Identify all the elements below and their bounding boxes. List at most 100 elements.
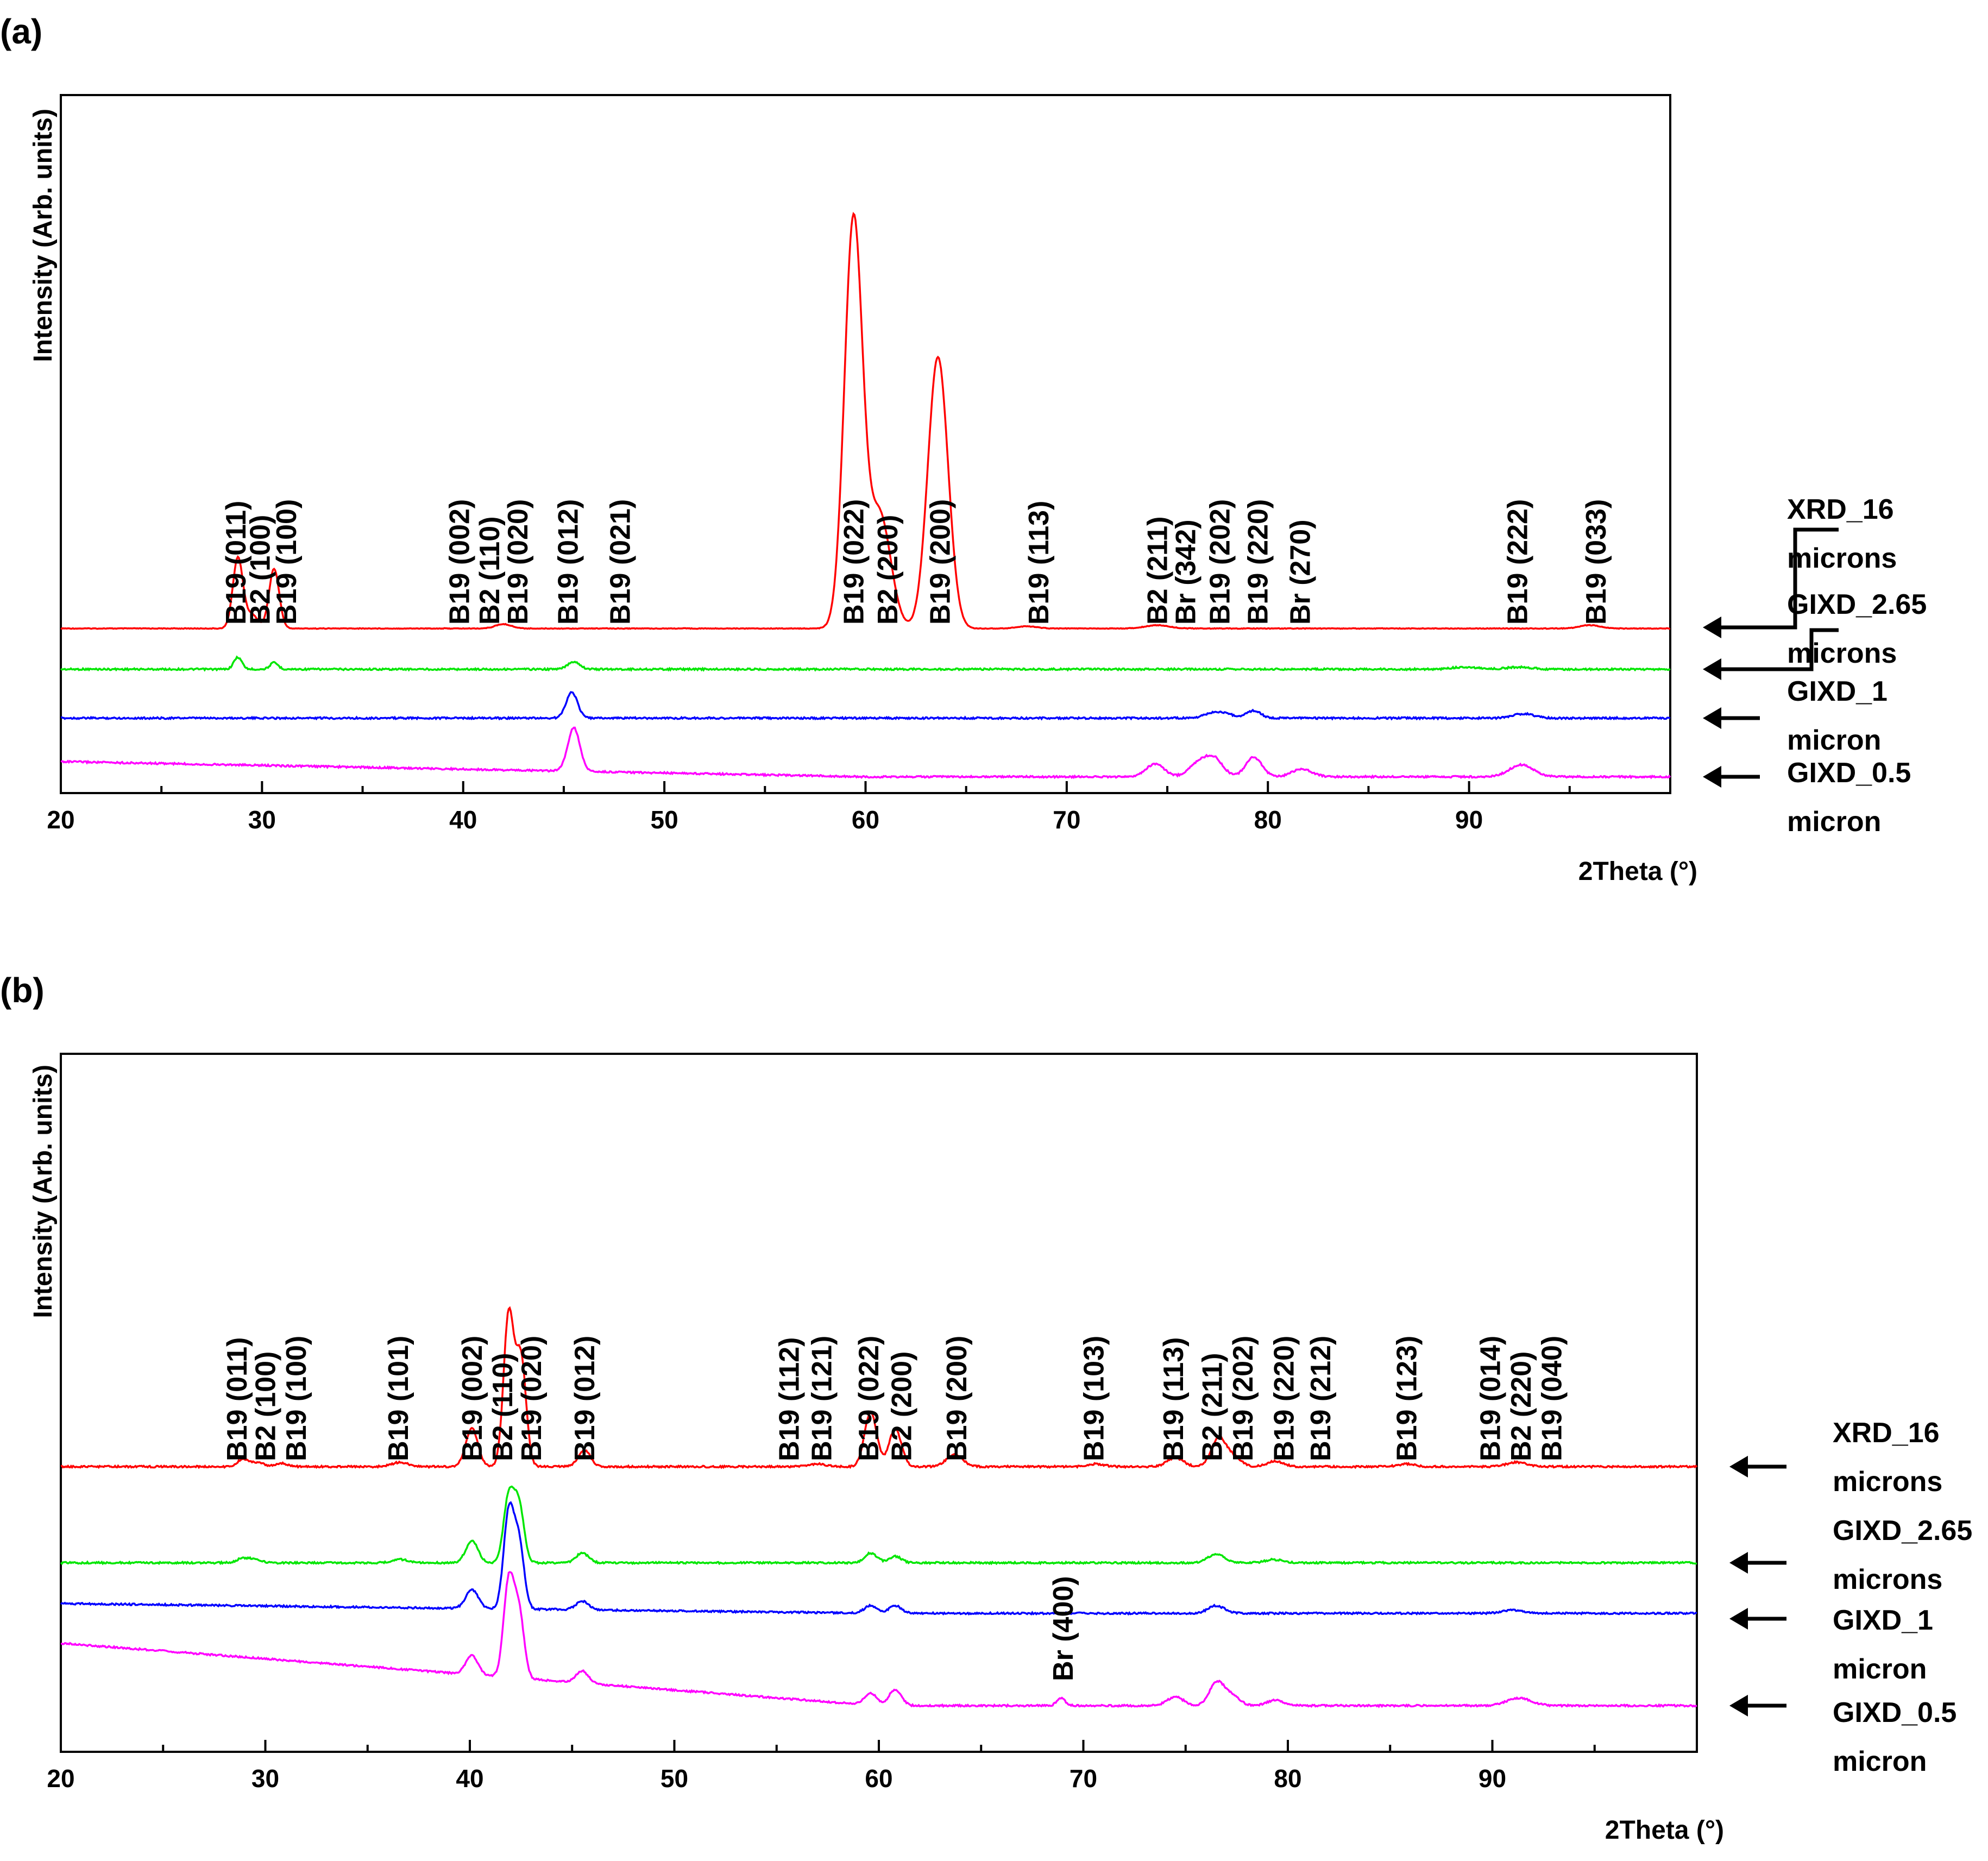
peak-label: B2 (110): [474, 517, 506, 625]
series-line: [60, 1571, 1697, 1708]
peak-label: B19 (121): [807, 1336, 838, 1461]
peak-label: B19 (100): [271, 499, 303, 625]
legend-label: GIXD_2.65: [1787, 589, 1927, 620]
legend-label: GIXD_2.65: [1833, 1515, 1972, 1546]
legend-label: XRD_16: [1787, 494, 1894, 525]
peak-label: B2 (200): [886, 1351, 917, 1461]
legend-label: GIXD_0.5: [1787, 757, 1911, 789]
plot-frame: [60, 94, 1671, 794]
peak-label: B19 (033): [1581, 499, 1612, 625]
arrow-head-icon: [1703, 766, 1721, 788]
peak-label: B2 (220): [1506, 1351, 1537, 1461]
legend-label: microns: [1833, 1466, 1942, 1498]
peak-label: Br (270): [1285, 519, 1317, 625]
peak-label: B19 (011): [222, 1337, 253, 1461]
arrow-head-icon: [1729, 1552, 1748, 1574]
series-line: [60, 691, 1671, 721]
peak-label: B19 (222): [1502, 499, 1534, 625]
peak-label: Br (342): [1170, 519, 1201, 625]
chart-panel-b: (b) 20 30 40 50 60 70 80 90 2Theta (°) Intensity (…: [0, 971, 1972, 1845]
panel-label: (a): [0, 12, 42, 51]
legend-label: GIXD_1: [1787, 676, 1888, 707]
x-axis-label: 2Theta (°): [1578, 857, 1697, 886]
peak-label: B19 (220): [1243, 499, 1274, 625]
legend-label: micron: [1833, 1746, 1927, 1777]
peak-label: Br (400): [1048, 1576, 1079, 1681]
legend-label: micron: [1787, 806, 1881, 838]
peak-label: B19 (123): [1391, 1336, 1423, 1461]
legend-label: microns: [1787, 638, 1897, 669]
series-line: [60, 655, 1671, 672]
peak-label: B2 (100): [250, 1351, 282, 1461]
legend-label: microns: [1833, 1564, 1942, 1595]
legend-label: micron: [1787, 725, 1881, 756]
x-tick-label: 50: [651, 806, 678, 834]
peak-label: B19 (020): [516, 1336, 548, 1461]
peak-label: B19 (220): [1268, 1336, 1300, 1461]
legend-bracket: [1749, 527, 1839, 630]
x-tick-label: 90: [1455, 806, 1483, 834]
peak-label: B19 (200): [941, 1336, 973, 1461]
peak-label: B19 (112): [773, 1337, 805, 1461]
peak-label: B2 (211): [1142, 517, 1174, 625]
legend-label: microns: [1787, 543, 1897, 574]
x-tick-label: 30: [251, 1764, 279, 1793]
arrow-head-icon: [1729, 1608, 1748, 1630]
y-axis-label: Intensity (Arb. units): [29, 109, 58, 362]
peak-label: B19 (103): [1078, 1336, 1110, 1461]
arrow-head-icon: [1703, 658, 1721, 680]
peak-label: B19 (212): [1305, 1336, 1337, 1461]
x-tick-label: 40: [449, 806, 477, 834]
peak-label: B19 (021): [605, 499, 637, 625]
x-tick-label: 80: [1274, 1764, 1301, 1793]
x-tick-label: 60: [865, 1764, 892, 1793]
legend-label: micron: [1833, 1653, 1927, 1685]
peak-label: B19 (022): [853, 1336, 885, 1461]
x-axis-label: 2Theta (°): [1605, 1816, 1724, 1845]
x-tick-label: 90: [1479, 1764, 1506, 1793]
series-line: [60, 1501, 1697, 1616]
peak-label: B19 (014): [1475, 1336, 1507, 1461]
arrow-head-icon: [1703, 707, 1721, 729]
peak-label: B19 (002): [444, 499, 475, 625]
peak-label: B2 (100): [245, 515, 276, 625]
x-tick-label: 70: [1053, 806, 1080, 834]
series-line: [60, 1306, 1698, 1469]
peak-label: B19 (202): [1228, 1336, 1259, 1461]
peak-label: B19 (002): [457, 1336, 488, 1461]
arrow-head-icon: [1729, 1695, 1748, 1717]
legend-label: GIXD_1: [1833, 1605, 1933, 1636]
peak-label: B2 (110): [487, 1353, 519, 1461]
x-tick-label: 20: [47, 806, 74, 834]
x-tick-label: 60: [852, 806, 879, 834]
peak-label: B2 (200): [872, 515, 904, 625]
series-line: [60, 1485, 1697, 1565]
peak-label: B19 (101): [383, 1336, 414, 1461]
peak-label: B19 (012): [552, 499, 584, 625]
peak-label: B19 (113): [1023, 501, 1055, 625]
peak-label: B19 (100): [281, 1336, 312, 1461]
peak-label: B19 (020): [502, 499, 534, 625]
peak-label: B19 (011): [221, 501, 252, 625]
peak-label: B19 (113): [1158, 1337, 1190, 1461]
arrow-head-icon: [1729, 1456, 1748, 1478]
x-tick-label: 30: [248, 806, 276, 834]
peak-label: B2 (211): [1197, 1353, 1229, 1461]
panel-label: (b): [0, 971, 45, 1010]
y-axis-label: Intensity (Arb. units): [29, 1065, 58, 1318]
series-line: [60, 726, 1671, 779]
x-tick-label: 40: [456, 1764, 483, 1793]
peak-label: B19 (200): [925, 499, 957, 625]
chart-panel-a: (a) 20 30 40 50 60 70 80 90 2Theta (°) Intensity (…: [0, 12, 1927, 886]
peak-label: B19 (022): [838, 499, 870, 625]
x-tick-label: 20: [47, 1764, 74, 1793]
arrow-head-icon: [1703, 617, 1721, 638]
x-tick-label: 80: [1254, 806, 1282, 834]
peak-label: B19 (040): [1537, 1336, 1568, 1461]
series-line: [60, 211, 1671, 630]
legend-label: XRD_16: [1833, 1417, 1940, 1449]
peak-label: B19 (012): [569, 1336, 601, 1461]
x-tick-label: 70: [1070, 1764, 1097, 1793]
legend-label: GIXD_0.5: [1833, 1697, 1956, 1728]
